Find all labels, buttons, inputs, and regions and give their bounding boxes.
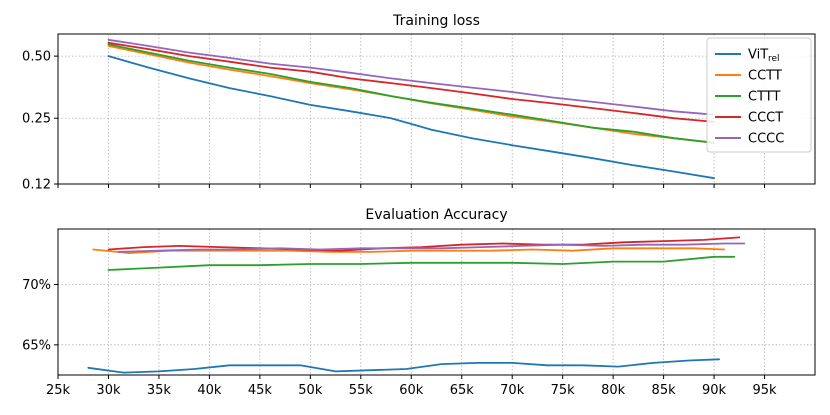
- x-tick-label: 35k: [147, 383, 172, 398]
- evaluation-accuracy-panel: Evaluation Accuracy 65% 70% 25k 30k 35k 40k 45k…: [22, 207, 816, 398]
- y-tick-label: 65%: [22, 338, 51, 353]
- training-loss-panel: Training loss 0.12 0.25 0.50 ViT rel CCTT CTTT C…: [22, 13, 816, 193]
- x-tick-label: 65k: [450, 383, 475, 398]
- series-line-4: [117, 242, 746, 253]
- chart-title: Evaluation Accuracy: [365, 207, 507, 223]
- y-tick-label: 0.50: [22, 50, 51, 65]
- legend-label: CTTT: [748, 90, 781, 105]
- series-line-3: [107, 236, 741, 252]
- x-tick-label: 40k: [197, 383, 222, 398]
- series-line-cttt: [107, 43, 715, 144]
- x-tick-label: 80k: [601, 383, 626, 398]
- y-tick-label: 0.25: [22, 112, 51, 127]
- series-line-ccct: [107, 41, 715, 123]
- legend-box: [706, 37, 812, 153]
- legend-label: CCCT: [748, 111, 783, 126]
- x-tick-label: 50k: [298, 383, 323, 398]
- x-tick-label: 70k: [500, 383, 525, 398]
- series-line-cccc: [107, 38, 715, 116]
- series-line-0: [87, 358, 720, 374]
- x-tick-label: 45k: [248, 383, 273, 398]
- x-tick-label: 25k: [46, 383, 71, 398]
- legend-label: ViT: [748, 48, 768, 63]
- legend-label: CCCC: [748, 132, 784, 147]
- plot-frame: [57, 33, 816, 185]
- series-line-1: [92, 247, 726, 255]
- x-tick-label: 60k: [399, 383, 424, 398]
- y-tick-label: 0.12: [22, 178, 51, 193]
- series-line-2: [107, 255, 736, 271]
- legend-label-subscript: rel: [768, 54, 780, 64]
- x-tick-label: 75k: [551, 383, 576, 398]
- x-tick-label: 30k: [96, 383, 121, 398]
- legend-label: CCTT: [748, 69, 782, 84]
- y-tick-label: 70%: [22, 278, 51, 293]
- x-tick-label: 85k: [652, 383, 677, 398]
- plot-frame: [57, 228, 816, 376]
- x-tick-label: 55k: [349, 383, 374, 398]
- x-tick-label: 95k: [752, 383, 777, 398]
- chart-title: Training loss: [392, 13, 480, 29]
- x-tick-label: 90k: [702, 383, 727, 398]
- series-line-vit: [107, 55, 715, 180]
